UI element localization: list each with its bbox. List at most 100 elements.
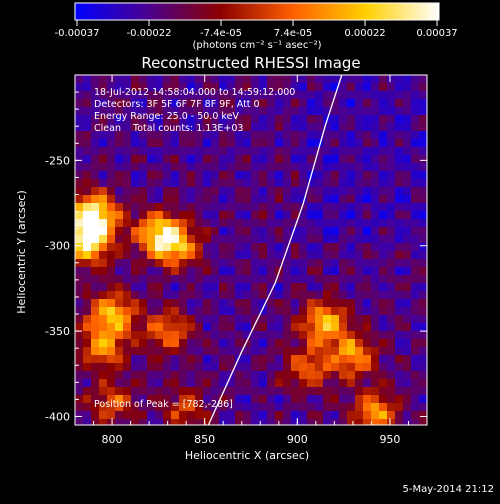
image-cell [299, 139, 307, 147]
image-cell [83, 195, 91, 203]
image-cell [323, 307, 331, 315]
image-cell [99, 379, 107, 387]
image-cell [259, 411, 267, 419]
image-cell [171, 187, 179, 195]
image-cell [243, 283, 251, 291]
image-cell [307, 203, 315, 211]
image-cell [411, 227, 419, 235]
image-cell [355, 123, 363, 131]
image-cell [339, 347, 347, 355]
image-cell [371, 163, 379, 171]
image-cell [331, 235, 339, 243]
image-cell [283, 91, 291, 99]
image-cell [131, 219, 139, 227]
image-cell [267, 219, 275, 227]
image-cell [107, 291, 115, 299]
image-cell [347, 227, 355, 235]
image-cell [219, 179, 227, 187]
image-cell [107, 371, 115, 379]
image-cell [235, 387, 243, 395]
image-cell [331, 243, 339, 251]
image-cell [179, 379, 187, 387]
image-cell [171, 259, 179, 267]
image-cell [107, 235, 115, 243]
image-cell [379, 107, 387, 115]
image-cell [363, 387, 371, 395]
image-cell [107, 243, 115, 251]
image-cell [147, 299, 155, 307]
image-cell [235, 323, 243, 331]
image-cell [299, 347, 307, 355]
image-cell [299, 131, 307, 139]
image-cell [139, 131, 147, 139]
image-cell [355, 91, 363, 99]
image-cell [171, 219, 179, 227]
image-cell [163, 131, 171, 139]
image-cell [195, 371, 203, 379]
image-cell [171, 211, 179, 219]
image-cell [267, 363, 275, 371]
image-cell [419, 291, 427, 299]
image-cell [339, 83, 347, 91]
image-cell [155, 267, 163, 275]
image-cell [75, 299, 83, 307]
image-cell [99, 387, 107, 395]
image-cell [171, 403, 179, 411]
image-cell [115, 235, 123, 243]
image-cell [131, 363, 139, 371]
image-cell [291, 131, 299, 139]
image-cell [179, 123, 187, 131]
image-cell [267, 179, 275, 187]
image-cell [339, 331, 347, 339]
image-cell [347, 83, 355, 91]
image-cell [155, 107, 163, 115]
image-cell [243, 419, 251, 425]
image-cell [227, 299, 235, 307]
image-cell [419, 347, 427, 355]
image-cell [363, 155, 371, 163]
image-cell [403, 83, 411, 91]
image-cell [155, 155, 163, 163]
image-cell [283, 139, 291, 147]
image-cell [219, 219, 227, 227]
image-cell [251, 163, 259, 171]
image-cell [419, 267, 427, 275]
image-cell [227, 403, 235, 411]
image-cell [403, 339, 411, 347]
image-cell [315, 283, 323, 291]
image-cell [123, 107, 131, 115]
image-cell [411, 355, 419, 363]
image-cell [355, 203, 363, 211]
image-cell [267, 323, 275, 331]
image-cell [275, 139, 283, 147]
image-cell [403, 347, 411, 355]
image-cell [355, 147, 363, 155]
image-cell [323, 251, 331, 259]
image-cell [315, 163, 323, 171]
image-cell [379, 219, 387, 227]
image-cell [115, 243, 123, 251]
image-cell [99, 91, 107, 99]
image-cell [331, 115, 339, 123]
image-cell [291, 347, 299, 355]
image-cell [195, 211, 203, 219]
image-cell [195, 363, 203, 371]
image-cell [187, 307, 195, 315]
image-cell [203, 187, 211, 195]
image-cell [203, 411, 211, 419]
image-cell [379, 363, 387, 371]
image-cell [347, 99, 355, 107]
image-cell [355, 235, 363, 243]
image-cell [179, 171, 187, 179]
image-cell [99, 355, 107, 363]
image-cell [347, 115, 355, 123]
image-cell [203, 179, 211, 187]
image-cell [411, 243, 419, 251]
image-cell [275, 163, 283, 171]
image-cell [307, 139, 315, 147]
image-cell [307, 315, 315, 323]
image-cell [419, 243, 427, 251]
image-cell [251, 131, 259, 139]
image-cell [83, 275, 91, 283]
image-cell [227, 411, 235, 419]
